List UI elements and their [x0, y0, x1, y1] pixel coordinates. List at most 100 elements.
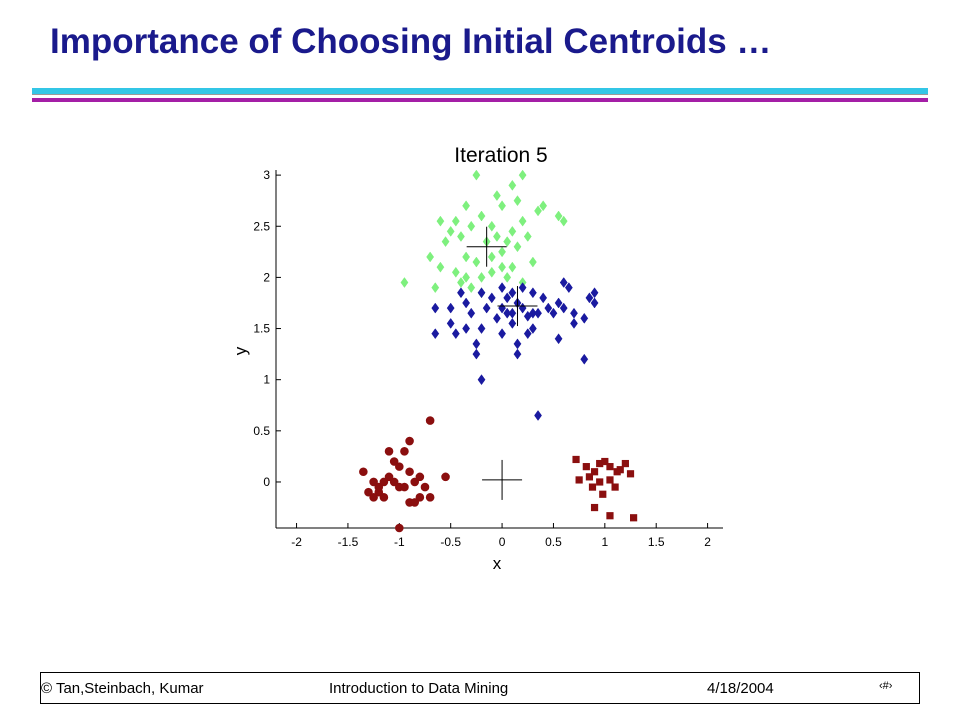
title-rule-cyan [32, 88, 928, 94]
data-point [400, 446, 409, 456]
data-point [446, 318, 455, 329]
slide-title: Importance of Choosing Initial Centroids… [50, 22, 772, 61]
x-axis-label: x [493, 554, 502, 573]
data-point [384, 446, 394, 456]
data-point [572, 455, 580, 464]
data-point [477, 374, 486, 386]
x-tick-label: 1 [601, 535, 608, 549]
footer-authors: © Tan,Steinbach, Kumar [41, 680, 204, 697]
data-point [451, 328, 460, 340]
data-point [467, 307, 476, 319]
data-point [462, 200, 471, 212]
chart-title: Iteration 5 [454, 144, 547, 167]
data-point [426, 251, 435, 263]
data-point [508, 287, 517, 299]
data-point [513, 348, 522, 360]
data-point [544, 302, 553, 314]
data-point [596, 459, 604, 468]
data-point [425, 493, 435, 502]
data-point [503, 292, 512, 304]
data-point [379, 477, 389, 487]
data-point [477, 210, 486, 222]
data-point [431, 282, 440, 294]
data-point [554, 333, 563, 345]
data-point [462, 323, 471, 334]
data-point [508, 318, 517, 329]
data-point [477, 323, 486, 334]
data-point [580, 312, 589, 324]
data-point [523, 231, 532, 242]
data-point [588, 483, 597, 491]
data-point [549, 307, 558, 319]
centroid-marker [466, 226, 507, 267]
data-point [467, 282, 476, 294]
data-point [462, 251, 471, 263]
data-point [364, 487, 373, 497]
data-point [564, 282, 573, 294]
data-point [503, 307, 512, 319]
data-point [482, 302, 491, 314]
data-point [570, 307, 578, 319]
y-tick-label: 3 [263, 168, 270, 182]
x-tick-label: 0 [499, 535, 506, 549]
data-point [559, 277, 568, 288]
centroid-marker [482, 459, 523, 500]
data-point [585, 292, 594, 304]
data-point [467, 220, 476, 232]
data-point [554, 210, 563, 222]
data-point [441, 236, 450, 248]
data-point [528, 256, 537, 268]
data-point [559, 215, 568, 227]
data-point [389, 477, 399, 487]
data-point [554, 297, 563, 309]
data-point [508, 179, 517, 191]
data-point [451, 215, 460, 227]
data-point [369, 493, 378, 502]
x-tick-label: -0.5 [440, 535, 461, 549]
data-point [498, 246, 506, 258]
x-tick-label: -1.5 [338, 535, 359, 549]
data-point [585, 473, 594, 481]
data-point [436, 261, 445, 273]
data-point [472, 348, 481, 360]
data-point [606, 463, 614, 471]
data-point [379, 493, 389, 502]
x-tick-label: -2 [291, 535, 302, 549]
data-point [446, 302, 455, 314]
data-point [523, 328, 532, 340]
y-tick-label: 2.5 [253, 219, 270, 233]
data-point [493, 231, 501, 242]
y-tick-label: 1.5 [253, 322, 270, 336]
data-point [487, 220, 496, 232]
data-point [487, 266, 496, 278]
footer-page-number: ‹#› [879, 680, 893, 692]
data-point [498, 261, 506, 273]
data-point [508, 225, 517, 237]
data-point [359, 467, 368, 477]
data-point [493, 312, 501, 324]
data-point [369, 477, 378, 487]
data-point [405, 467, 414, 477]
data-point [436, 215, 445, 227]
data-point [503, 271, 512, 283]
data-point [395, 462, 404, 471]
data-point [534, 307, 542, 319]
data-point [528, 287, 537, 299]
data-point [405, 436, 414, 446]
data-point [534, 205, 542, 217]
data-point [621, 459, 629, 468]
data-point [431, 328, 440, 340]
data-point [384, 472, 394, 482]
x-tick-label: -1 [394, 535, 405, 549]
data-point [518, 282, 527, 294]
data-point [451, 266, 460, 278]
data-point [487, 292, 496, 304]
y-tick-label: 0 [263, 475, 270, 489]
data-point [410, 498, 420, 507]
data-point [626, 470, 635, 478]
data-point [472, 338, 481, 350]
data-point [513, 195, 522, 207]
data-point [446, 225, 455, 237]
data-point [503, 236, 512, 248]
